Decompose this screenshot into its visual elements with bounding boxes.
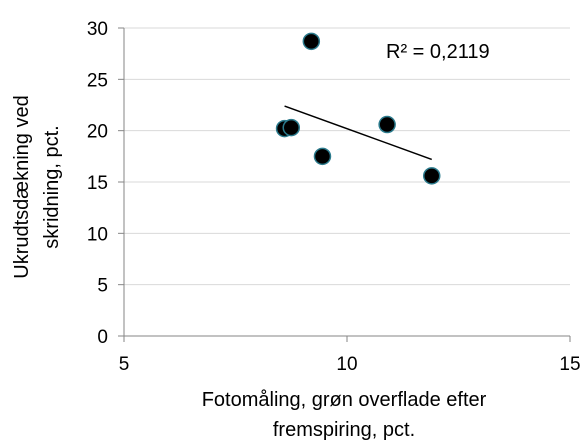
y-tick-label: 10 bbox=[87, 224, 108, 245]
y-tick-label: 25 bbox=[87, 70, 108, 91]
y-tick-label: 20 bbox=[87, 122, 108, 143]
trendline bbox=[284, 105, 432, 161]
y-axis-title-line-2: skridning, pct. bbox=[41, 125, 63, 248]
y-tick-label: 0 bbox=[97, 327, 108, 348]
x-tick-label: 10 bbox=[336, 354, 357, 375]
x-axis-title-line-2: fremspiring, pct. bbox=[273, 419, 415, 441]
r-squared-annotation: R² = 0,2119 bbox=[386, 41, 490, 63]
gridlines bbox=[124, 27, 570, 286]
data-point bbox=[378, 115, 396, 134]
y-tick-label: 5 bbox=[97, 276, 108, 297]
y-tick-labels: 0 5 10 15 20 25 30 bbox=[87, 19, 108, 348]
x-axis-title-line-1: Fotomåling, grøn overflade efter bbox=[202, 389, 487, 411]
trendline-group bbox=[284, 105, 432, 161]
y-tick-label: 30 bbox=[87, 19, 108, 40]
data-point bbox=[282, 118, 300, 137]
y-axis-title-line-1: Ukrudtsdækning ved bbox=[11, 95, 33, 278]
x-tick-label: 5 bbox=[119, 354, 130, 375]
y-tick-label: 15 bbox=[87, 173, 108, 194]
data-point bbox=[302, 32, 321, 51]
x-tick-label: 15 bbox=[559, 354, 580, 375]
data-points bbox=[275, 32, 441, 185]
axes bbox=[118, 27, 571, 342]
x-tick-labels: 5 10 15 bbox=[119, 354, 581, 375]
data-point bbox=[422, 167, 441, 185]
data-point bbox=[313, 147, 332, 166]
